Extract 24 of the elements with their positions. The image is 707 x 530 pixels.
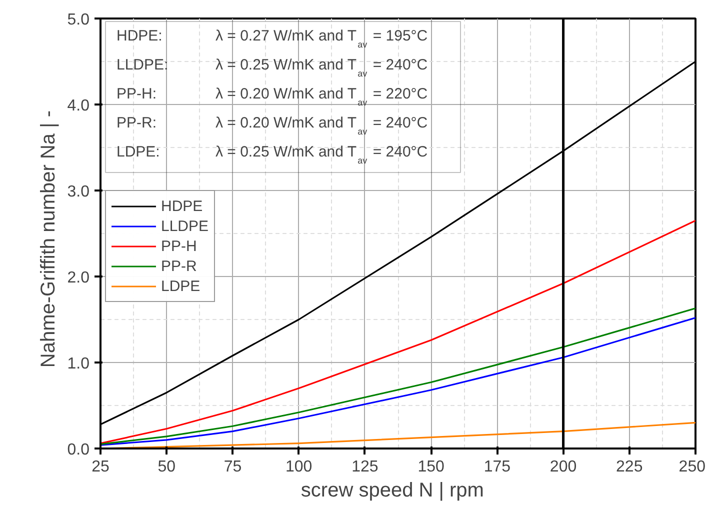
x-tick-label: 125 (352, 458, 378, 476)
x-tick-label: 75 (224, 458, 242, 476)
x-tick-label: 100 (285, 458, 312, 476)
legend-label: PP-H (161, 237, 197, 255)
x-tick-label: 225 (616, 458, 643, 476)
y-tick-label: 0.0 (67, 442, 90, 458)
y-tick-label: 5.0 (67, 12, 90, 28)
x-tick-label: 175 (484, 458, 511, 476)
y-tick-label: 1.0 (67, 356, 90, 372)
x-tick-label: 250 (678, 458, 706, 476)
y-tick-label: 3.0 (67, 184, 90, 200)
y-tick-label: 4.0 (67, 98, 90, 114)
y-axis-title: Nahme-Griffith number Na | - (37, 110, 60, 368)
y-tick-label: 2.0 (67, 270, 90, 286)
x-axis-title: screw speed N | rpm (300, 480, 484, 502)
x-tick-label: 200 (550, 458, 577, 476)
x-tick-label: 50 (158, 458, 176, 476)
legend-label: PP-R (161, 257, 197, 275)
line-series (100, 220, 696, 444)
x-tick-label: 150 (418, 458, 445, 476)
x-tick-label: 25 (92, 458, 110, 476)
legend-label: LLDPE (161, 217, 209, 235)
legend-label: LDPE (161, 277, 200, 295)
legend-label: HDPE (161, 197, 203, 215)
